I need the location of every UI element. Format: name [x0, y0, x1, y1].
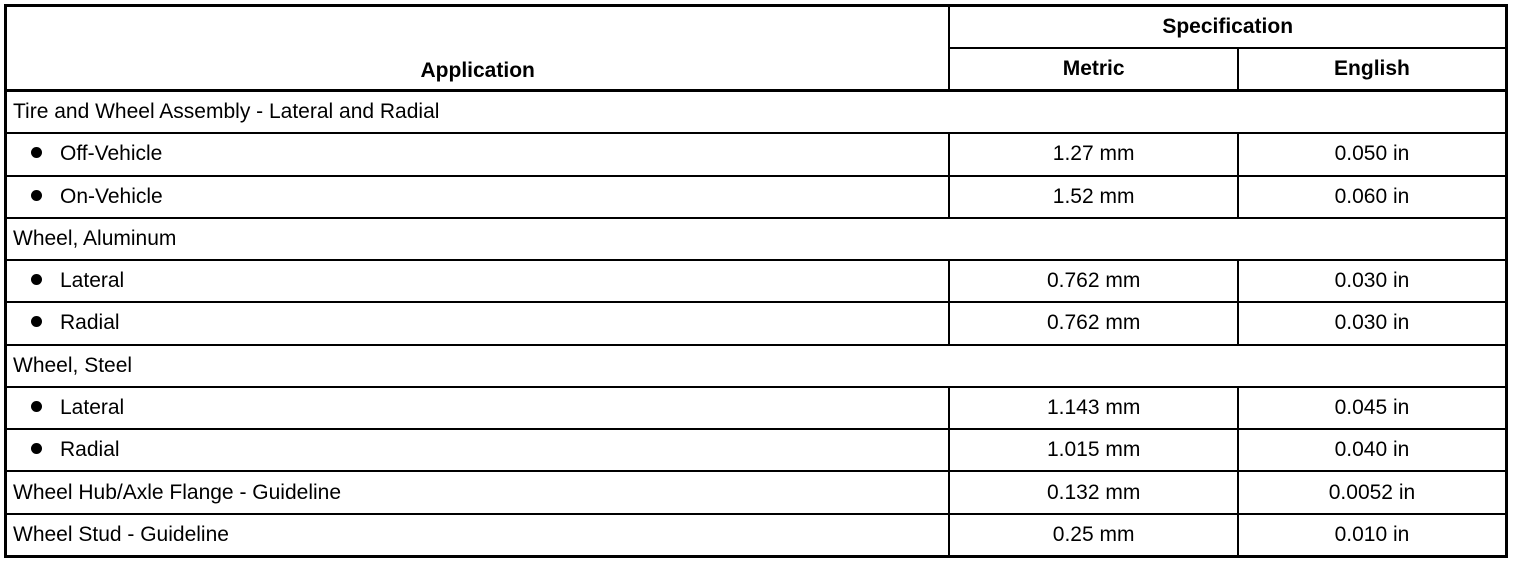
- application-label: On-Vehicle: [60, 184, 163, 208]
- application-cell: Lateral: [4, 385, 951, 431]
- metric-value: 0.762 mm: [948, 259, 1239, 304]
- english-value: 0.050 in: [1236, 132, 1508, 177]
- application-label: Radial: [60, 311, 120, 335]
- table-row: Radial 1.015 mm 0.040 in: [4, 428, 1508, 473]
- bullet-icon: [31, 400, 42, 412]
- header-application: Application: [4, 4, 951, 92]
- metric-value: 1.143 mm: [948, 385, 1239, 431]
- group-label: Wheel, Steel: [4, 343, 1508, 388]
- table-row: Off-Vehicle 1.27 mm 0.050 in: [4, 132, 1508, 177]
- application-label: Lateral: [60, 269, 125, 293]
- application-cell: Wheel Hub/Axle Flange - Guideline: [4, 470, 951, 515]
- english-value: 0.030 in: [1236, 301, 1508, 346]
- application-cell: Lateral: [4, 259, 951, 304]
- application-cell: Wheel Stud - Guideline: [4, 512, 951, 558]
- group-label: Wheel, Aluminum: [4, 216, 1508, 262]
- metric-value: 1.27 mm: [948, 132, 1239, 177]
- application-label: Lateral: [60, 395, 125, 419]
- application-cell: Radial: [4, 428, 951, 473]
- table-row: Wheel Hub/Axle Flange - Guideline 0.132 m…: [4, 470, 1508, 515]
- specification-table: Application Specification Metric English…: [4, 4, 1508, 558]
- metric-value: 1.015 mm: [948, 428, 1239, 473]
- metric-value: 1.52 mm: [948, 174, 1239, 219]
- table-row: On-Vehicle 1.52 mm 0.060 in: [4, 174, 1508, 219]
- bullet-icon: [31, 443, 42, 455]
- table-row: Lateral 1.143 mm 0.045 in: [4, 385, 1508, 431]
- metric-value: 0.132 mm: [948, 470, 1239, 515]
- english-value: 0.010 in: [1236, 512, 1508, 558]
- table-row: Wheel Stud - Guideline 0.25 mm 0.010 in: [4, 512, 1508, 558]
- table-row: Radial 0.762 mm 0.030 in: [4, 301, 1508, 346]
- application-cell: Off-Vehicle: [4, 132, 951, 177]
- group-label: Tire and Wheel Assembly - Lateral and Ra…: [4, 89, 1508, 135]
- header-application-label: Application: [420, 59, 535, 82]
- header-metric: Metric: [948, 47, 1239, 92]
- application-cell: Radial: [4, 301, 951, 346]
- english-value: 0.045 in: [1236, 385, 1508, 431]
- english-value: 0.030 in: [1236, 259, 1508, 304]
- application-label: Radial: [60, 438, 120, 462]
- group-row: Wheel, Aluminum: [4, 216, 1508, 262]
- bullet-icon: [31, 274, 42, 286]
- bullet-icon: [31, 147, 42, 159]
- metric-value: 0.762 mm: [948, 301, 1239, 346]
- application-label: Off-Vehicle: [60, 142, 163, 166]
- header-specification: Specification: [948, 4, 1508, 49]
- application-label: Wheel Stud - Guideline: [13, 522, 229, 546]
- group-row: Wheel, Steel: [4, 343, 1508, 388]
- bullet-icon: [31, 316, 42, 328]
- header-english: English: [1236, 47, 1508, 92]
- metric-value: 0.25 mm: [948, 512, 1239, 558]
- english-value: 0.0052 in: [1236, 470, 1508, 515]
- english-value: 0.060 in: [1236, 174, 1508, 219]
- table-row: Lateral 0.762 mm 0.030 in: [4, 259, 1508, 304]
- group-row: Tire and Wheel Assembly - Lateral and Ra…: [4, 89, 1508, 135]
- bullet-icon: [31, 189, 42, 201]
- english-value: 0.040 in: [1236, 428, 1508, 473]
- application-cell: On-Vehicle: [4, 174, 951, 219]
- application-label: Wheel Hub/Axle Flange - Guideline: [13, 480, 342, 504]
